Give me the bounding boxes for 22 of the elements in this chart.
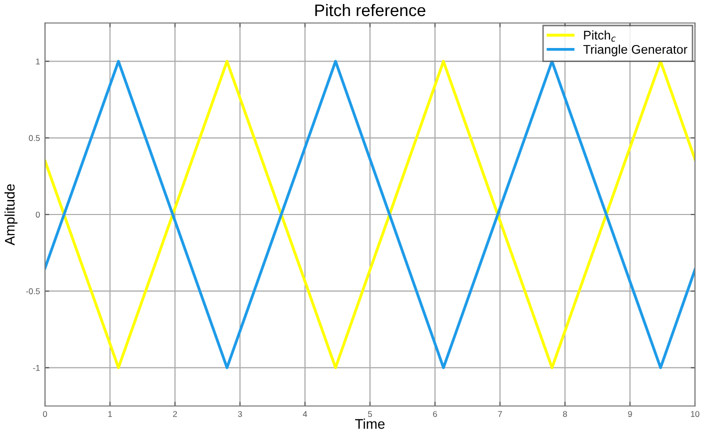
chart-title: Pitch reference — [315, 4, 426, 16]
y-tick-label: -0.5 — [26, 288, 40, 294]
x-tick-label: 8 — [563, 411, 567, 417]
x-tick-label: 2 — [173, 411, 177, 417]
x-axis-title: Time — [355, 418, 385, 429]
y-tick-label: 0 — [36, 212, 40, 218]
x-tick-label: 10 — [691, 411, 700, 417]
x-tick-label: 3 — [238, 411, 242, 417]
x-tick-label: 1 — [108, 411, 112, 417]
y-tick-label: -1 — [33, 364, 40, 371]
x-tick-label: 7 — [498, 411, 502, 417]
y-tick-label: 0.5 — [28, 135, 40, 141]
line-series — [45, 60, 695, 370]
x-tick-label: 9 — [628, 411, 632, 417]
x-tick-label: 4 — [302, 411, 308, 417]
x-tick-label: 6 — [433, 411, 437, 417]
y-axis-title: Amplitude — [4, 184, 18, 246]
x-tick-label: 0 — [43, 411, 47, 417]
y-tick-label: 1 — [36, 58, 40, 64]
x-tick-label: 5 — [368, 411, 372, 417]
legend-label: Pitch$_{c}$ — [584, 30, 616, 42]
legend-label: Triangle Generator — [583, 44, 688, 56]
